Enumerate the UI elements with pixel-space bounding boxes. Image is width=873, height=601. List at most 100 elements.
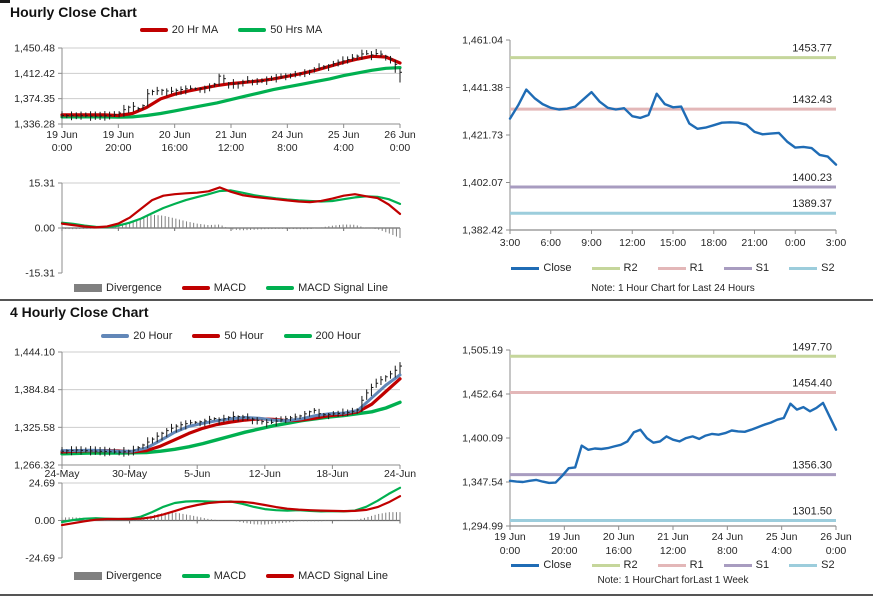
legend-swatch	[181, 286, 210, 290]
svg-text:1,412.42: 1,412.42	[14, 68, 55, 80]
hourly-ma-legend: 20 Hr MA 50 Hrs MA	[62, 24, 400, 36]
svg-text:25 Jun: 25 Jun	[766, 531, 798, 543]
svg-text:19 Jun: 19 Jun	[494, 531, 526, 543]
legend-item: MACD	[181, 570, 247, 582]
svg-text:24-Jun: 24-Jun	[384, 468, 416, 480]
legend-swatch	[511, 563, 540, 567]
svg-text:1,382.42: 1,382.42	[462, 225, 503, 237]
svg-text:19 Jun: 19 Jun	[103, 129, 135, 141]
svg-text:1497.70: 1497.70	[792, 341, 832, 353]
svg-text:1,421.73: 1,421.73	[462, 130, 503, 142]
svg-text:24 Jun: 24 Jun	[272, 129, 304, 141]
svg-text:1,400.09: 1,400.09	[462, 433, 503, 445]
four-hourly-ma-legend: 20 Hour 50 Hour 200 Hour	[62, 330, 400, 342]
svg-text:1,347.54: 1,347.54	[462, 477, 503, 489]
four-hourly-macd-chart: 24.69 0.00 -24.69	[25, 478, 402, 565]
legend-item: Divergence	[74, 570, 162, 582]
svg-text:1389.37: 1389.37	[792, 198, 832, 210]
svg-text:12:00: 12:00	[619, 237, 645, 249]
screen-edge-artifact	[0, 0, 10, 3]
hourly-macd-legend: Divergence MACD MACD Signal Line	[62, 282, 400, 294]
legend-swatch	[591, 563, 620, 567]
pivot-chart-24h: 1,461.04 1,441.38 1,421.73 1,402.07 1,382.42…	[462, 35, 846, 250]
legend-label: S2	[821, 559, 835, 571]
svg-text:1,450.48: 1,450.48	[14, 43, 55, 55]
svg-text:-24.69: -24.69	[25, 553, 55, 565]
legend-swatch	[789, 563, 818, 567]
svg-text:19 Jun: 19 Jun	[46, 129, 78, 141]
svg-text:18:00: 18:00	[701, 237, 727, 249]
svg-text:1,336.28: 1,336.28	[14, 119, 55, 131]
legend-item: 20 Hour	[101, 330, 172, 342]
svg-text:1356.30: 1356.30	[792, 460, 832, 472]
svg-text:20:00: 20:00	[551, 545, 577, 557]
svg-text:0:00: 0:00	[52, 142, 73, 154]
svg-text:0:00: 0:00	[390, 142, 411, 154]
svg-text:1,461.04: 1,461.04	[462, 35, 503, 47]
legend-label: 200 Hour	[315, 330, 361, 342]
legend-swatch	[74, 572, 103, 580]
svg-text:3:00: 3:00	[500, 237, 521, 249]
legend-item: R2	[591, 262, 638, 274]
svg-text:20 Jun: 20 Jun	[603, 531, 635, 543]
legend-swatch	[266, 286, 295, 290]
pivot-1week-note: Note: 1 HourChart forLast 1 Week	[597, 575, 749, 586]
legend-label: MACD Signal Line	[298, 282, 388, 294]
legend-item: R1	[657, 262, 704, 274]
legend-swatch	[101, 334, 130, 338]
legend-item: S2	[789, 559, 835, 571]
svg-text:21 Jun: 21 Jun	[215, 129, 247, 141]
legend-item: R2	[591, 559, 638, 571]
svg-text:5-Jun: 5-Jun	[184, 468, 210, 480]
hourly-section-title: Hourly Close Chart	[10, 4, 137, 20]
svg-text:1,452.64: 1,452.64	[462, 389, 503, 401]
legend-swatch	[591, 266, 620, 270]
four-hourly-macd-legend: Divergence MACD MACD Signal Line	[62, 570, 400, 582]
legend-label: Close	[543, 262, 572, 274]
legend-label: Divergence	[106, 570, 162, 582]
legend-item: S1	[723, 262, 770, 274]
legend-item: 200 Hour	[283, 330, 361, 342]
svg-text:0.00: 0.00	[35, 223, 56, 235]
legend-swatch	[181, 574, 210, 578]
legend-label: R2	[623, 559, 638, 571]
svg-text:1453.77: 1453.77	[792, 43, 832, 55]
svg-text:1,325.58: 1,325.58	[14, 422, 55, 434]
svg-text:1,441.38: 1,441.38	[462, 82, 503, 94]
svg-text:6:00: 6:00	[541, 237, 562, 249]
legend-item: MACD Signal Line	[266, 282, 388, 294]
svg-text:1,294.99: 1,294.99	[462, 521, 503, 533]
legend-swatch	[238, 28, 267, 32]
legend-swatch	[266, 574, 295, 578]
legend-item: Close	[511, 262, 572, 274]
svg-text:1,402.07: 1,402.07	[462, 177, 503, 189]
svg-text:26 Jun: 26 Jun	[384, 129, 416, 141]
legend-label: R1	[689, 559, 704, 571]
legend-label: S1	[755, 262, 770, 274]
svg-text:1432.43: 1432.43	[792, 94, 832, 106]
svg-text:0:00: 0:00	[826, 545, 847, 557]
pivot-1week-legend: Close R2 R1 S1 S2	[510, 559, 836, 571]
svg-text:0.00: 0.00	[35, 515, 56, 527]
svg-text:12-Jun: 12-Jun	[249, 468, 281, 480]
svg-text:15:00: 15:00	[660, 237, 686, 249]
legend-item: S2	[789, 262, 835, 274]
legend-item: 50 Hour	[192, 330, 264, 342]
svg-text:18-Jun: 18-Jun	[316, 468, 348, 480]
legend-label: 20 Hour	[133, 330, 173, 342]
legend-label: S1	[755, 559, 770, 571]
svg-text:19 Jun: 19 Jun	[549, 531, 581, 543]
svg-text:21 Jun: 21 Jun	[657, 531, 689, 543]
legend-swatch	[723, 266, 752, 270]
legend-label: MACD	[213, 570, 247, 582]
svg-text:21:00: 21:00	[741, 237, 767, 249]
svg-text:24 Jun: 24 Jun	[712, 531, 744, 543]
pivot-24h-legend: Close R2 R1 S1 S2	[510, 262, 836, 274]
svg-text:8:00: 8:00	[717, 545, 738, 557]
legend-item: MACD Signal Line	[266, 570, 388, 582]
legend-swatch	[657, 266, 686, 270]
legend-swatch	[74, 284, 103, 292]
pivot-24h-note: Note: 1 Hour Chart for Last 24 Hours	[591, 283, 755, 294]
